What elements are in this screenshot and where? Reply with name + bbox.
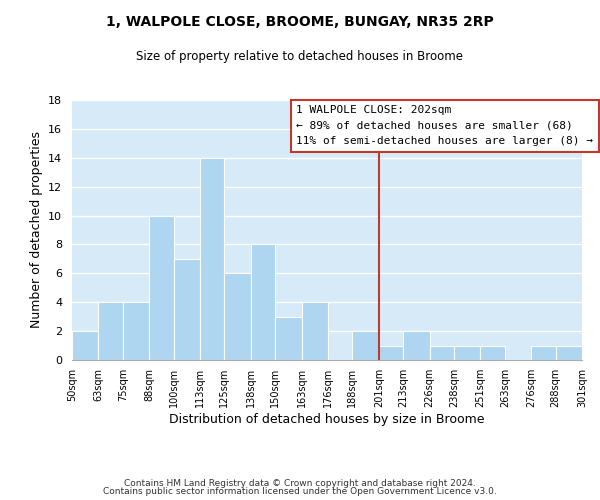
Text: Size of property relative to detached houses in Broome: Size of property relative to detached ho… bbox=[137, 50, 464, 63]
Bar bbox=[481, 346, 505, 360]
Bar bbox=[200, 158, 224, 360]
Bar bbox=[379, 346, 403, 360]
Bar bbox=[173, 259, 200, 360]
Bar bbox=[251, 244, 275, 360]
Bar bbox=[352, 331, 379, 360]
Bar bbox=[556, 346, 582, 360]
Bar bbox=[224, 274, 251, 360]
Bar bbox=[275, 316, 302, 360]
Bar bbox=[98, 302, 123, 360]
Bar bbox=[302, 302, 328, 360]
Bar bbox=[430, 346, 454, 360]
Y-axis label: Number of detached properties: Number of detached properties bbox=[29, 132, 43, 328]
Bar bbox=[403, 331, 430, 360]
Bar bbox=[72, 331, 98, 360]
Text: 1, WALPOLE CLOSE, BROOME, BUNGAY, NR35 2RP: 1, WALPOLE CLOSE, BROOME, BUNGAY, NR35 2… bbox=[106, 15, 494, 29]
Bar bbox=[123, 302, 149, 360]
Text: Contains HM Land Registry data © Crown copyright and database right 2024.: Contains HM Land Registry data © Crown c… bbox=[124, 478, 476, 488]
Bar bbox=[531, 346, 556, 360]
X-axis label: Distribution of detached houses by size in Broome: Distribution of detached houses by size … bbox=[169, 412, 485, 426]
Bar bbox=[454, 346, 481, 360]
Text: Contains public sector information licensed under the Open Government Licence v3: Contains public sector information licen… bbox=[103, 487, 497, 496]
Bar bbox=[149, 216, 173, 360]
Text: 1 WALPOLE CLOSE: 202sqm
← 89% of detached houses are smaller (68)
11% of semi-de: 1 WALPOLE CLOSE: 202sqm ← 89% of detache… bbox=[296, 105, 593, 146]
